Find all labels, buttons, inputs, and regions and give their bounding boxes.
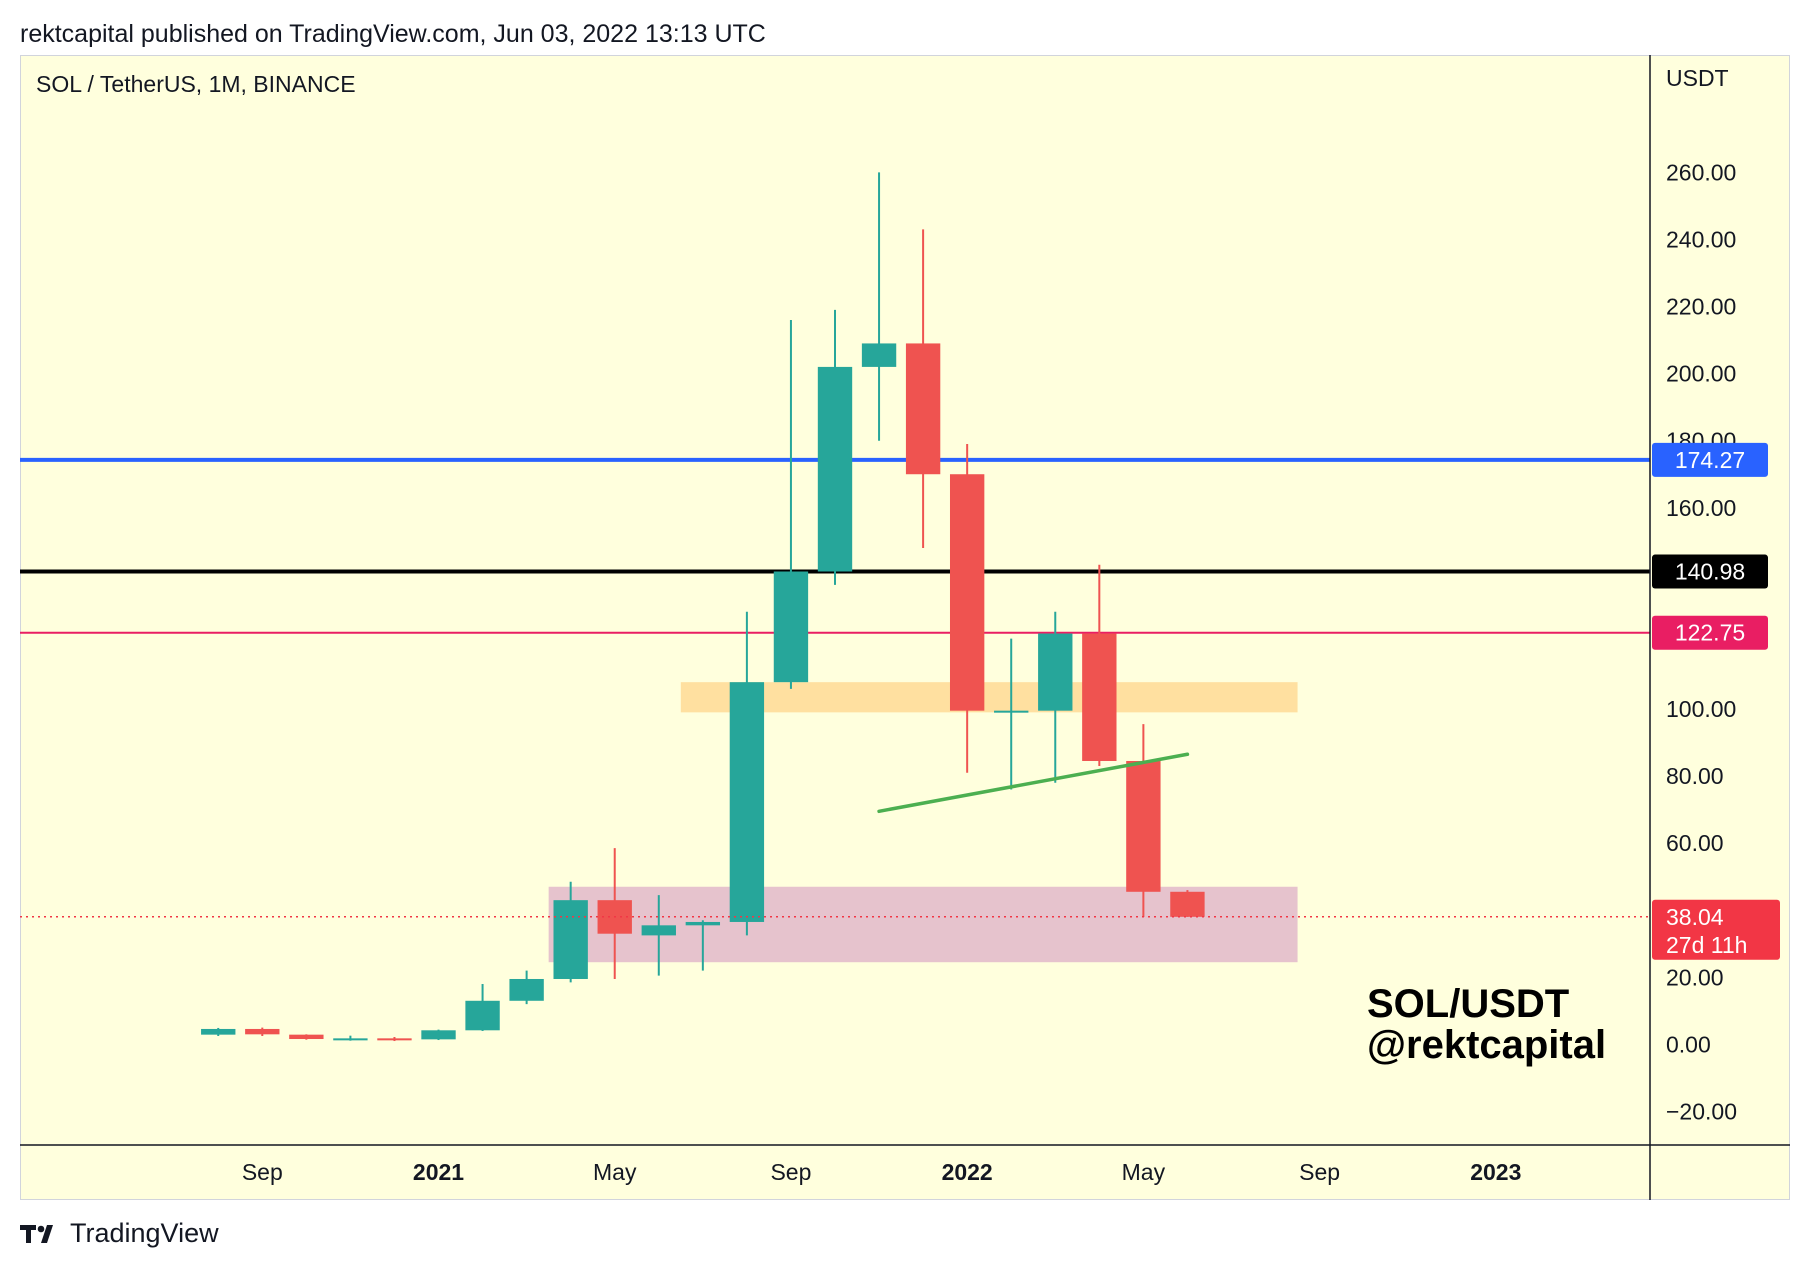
candle-2020-10: [289, 1034, 324, 1040]
price-tag-bg: [1652, 442, 1768, 477]
candle-body: [245, 1028, 280, 1035]
y-tick-label: −20.00: [1666, 1098, 1737, 1124]
candle-body: [729, 682, 765, 922]
brand-name: TradingView: [70, 1218, 219, 1248]
x-tick-label: 2021: [413, 1159, 464, 1185]
candle-body: [377, 1038, 412, 1041]
candle-2021-10: [817, 309, 853, 585]
candle-body: [1170, 891, 1205, 917]
current-price-label: 38.04: [1666, 904, 1724, 930]
candle-2021-07: [685, 920, 721, 971]
y-tick-label: 240.00: [1666, 226, 1736, 252]
price-chart[interactable]: −20.000.0020.0060.0080.00100.00160.00180…: [20, 55, 1790, 1200]
candle-2022-03: [1038, 611, 1073, 783]
candle-body: [905, 343, 941, 475]
price-tag-2: 122.75: [1652, 615, 1768, 650]
candle-2021-01: [421, 1029, 456, 1041]
y-tick-label: 100.00: [1666, 696, 1736, 722]
candle-body: [201, 1028, 236, 1035]
candle-2021-08: [729, 611, 765, 936]
price-tag-1: 140.98: [1652, 554, 1768, 589]
chart-frame: [20, 55, 1790, 1200]
candle-2021-03: [509, 970, 544, 1005]
x-tick-label: 2022: [942, 1159, 993, 1185]
zones-layer: [548, 682, 1298, 963]
candle-2020-12: [377, 1037, 412, 1042]
candle-body: [1082, 633, 1117, 761]
candle-body: [421, 1030, 456, 1040]
candle-2021-09: [773, 319, 809, 689]
candle-body: [509, 978, 544, 1001]
published-line: rektcapital published on TradingView.com…: [20, 20, 766, 48]
candle-body: [994, 710, 1029, 713]
candle-2022-01: [949, 444, 985, 773]
trend-line: [877, 752, 1190, 814]
price-tag-label: 140.98: [1675, 559, 1745, 585]
candle-2021-11: [861, 172, 897, 441]
x-tick-label: May: [1122, 1159, 1166, 1185]
y-tick-label: 260.00: [1666, 159, 1736, 185]
candle-2020-11: [333, 1035, 368, 1041]
watermark-line-1: SOL/USDT: [1367, 982, 1569, 1026]
symbol-label: SOL / TetherUS, 1M, BINANCE: [36, 71, 356, 97]
candle-body: [641, 925, 676, 936]
y-tick-label: 60.00: [1666, 830, 1724, 856]
candle-body: [685, 921, 721, 926]
candle-body: [817, 366, 853, 572]
y-axis-unit: USDT: [1666, 65, 1729, 91]
candle-body: [861, 343, 897, 367]
y-tick-label: 20.00: [1666, 964, 1724, 990]
x-tick-label: 2023: [1470, 1159, 1521, 1185]
x-tick-label: May: [593, 1159, 637, 1185]
candle-2022-06: [1170, 890, 1205, 917]
y-tick-label: 80.00: [1666, 763, 1724, 789]
candles-layer: [201, 172, 1205, 1042]
candle-2021-04: [553, 881, 588, 983]
candle-body: [553, 900, 588, 979]
tradingview-logo-icon: [20, 1224, 53, 1243]
candle-2022-05: [1126, 724, 1161, 917]
x-tick-label: Sep: [242, 1159, 283, 1185]
price-tag-bg: [1652, 615, 1768, 650]
candle-body: [333, 1038, 368, 1041]
zone-orange: [680, 682, 1298, 713]
candle-body: [773, 571, 809, 683]
y-tick-label: 220.00: [1666, 294, 1736, 320]
candle-body: [1038, 633, 1073, 711]
candle-2021-02: [465, 984, 500, 1031]
candle-body: [465, 1000, 500, 1031]
y-tick-label: 200.00: [1666, 361, 1736, 387]
price-tag-bg: [1652, 554, 1768, 589]
candle-2020-08: [201, 1027, 236, 1036]
candle-2020-09: [245, 1027, 280, 1036]
y-tick-label: 160.00: [1666, 495, 1736, 521]
x-tick-label: Sep: [1299, 1159, 1340, 1185]
watermark-line-2: @rektcapital: [1367, 1023, 1606, 1067]
candle-2022-04: [1082, 564, 1117, 767]
candle-body: [949, 474, 985, 711]
y-tick-label: 0.00: [1666, 1031, 1711, 1057]
x-tick-label: Sep: [770, 1159, 811, 1185]
price-tag-label: 174.27: [1675, 447, 1745, 473]
candle-body: [289, 1034, 324, 1040]
candle-2021-12: [905, 229, 941, 549]
price-tag-0: 174.27: [1652, 442, 1768, 477]
candle-2021-06: [641, 895, 676, 976]
trend-layer: [877, 752, 1190, 814]
x-axis: Sep 2021 May Sep 2022 May Sep 2023: [242, 1159, 1522, 1185]
candle-2022-02: [994, 638, 1029, 790]
price-tag-label: 122.75: [1675, 620, 1745, 646]
candle-body: [1126, 760, 1161, 892]
current-price-tag-bg: [1652, 899, 1780, 960]
tradingview-brand[interactable]: TradingView: [20, 1218, 219, 1249]
countdown-label: 27d 11h: [1666, 932, 1747, 958]
